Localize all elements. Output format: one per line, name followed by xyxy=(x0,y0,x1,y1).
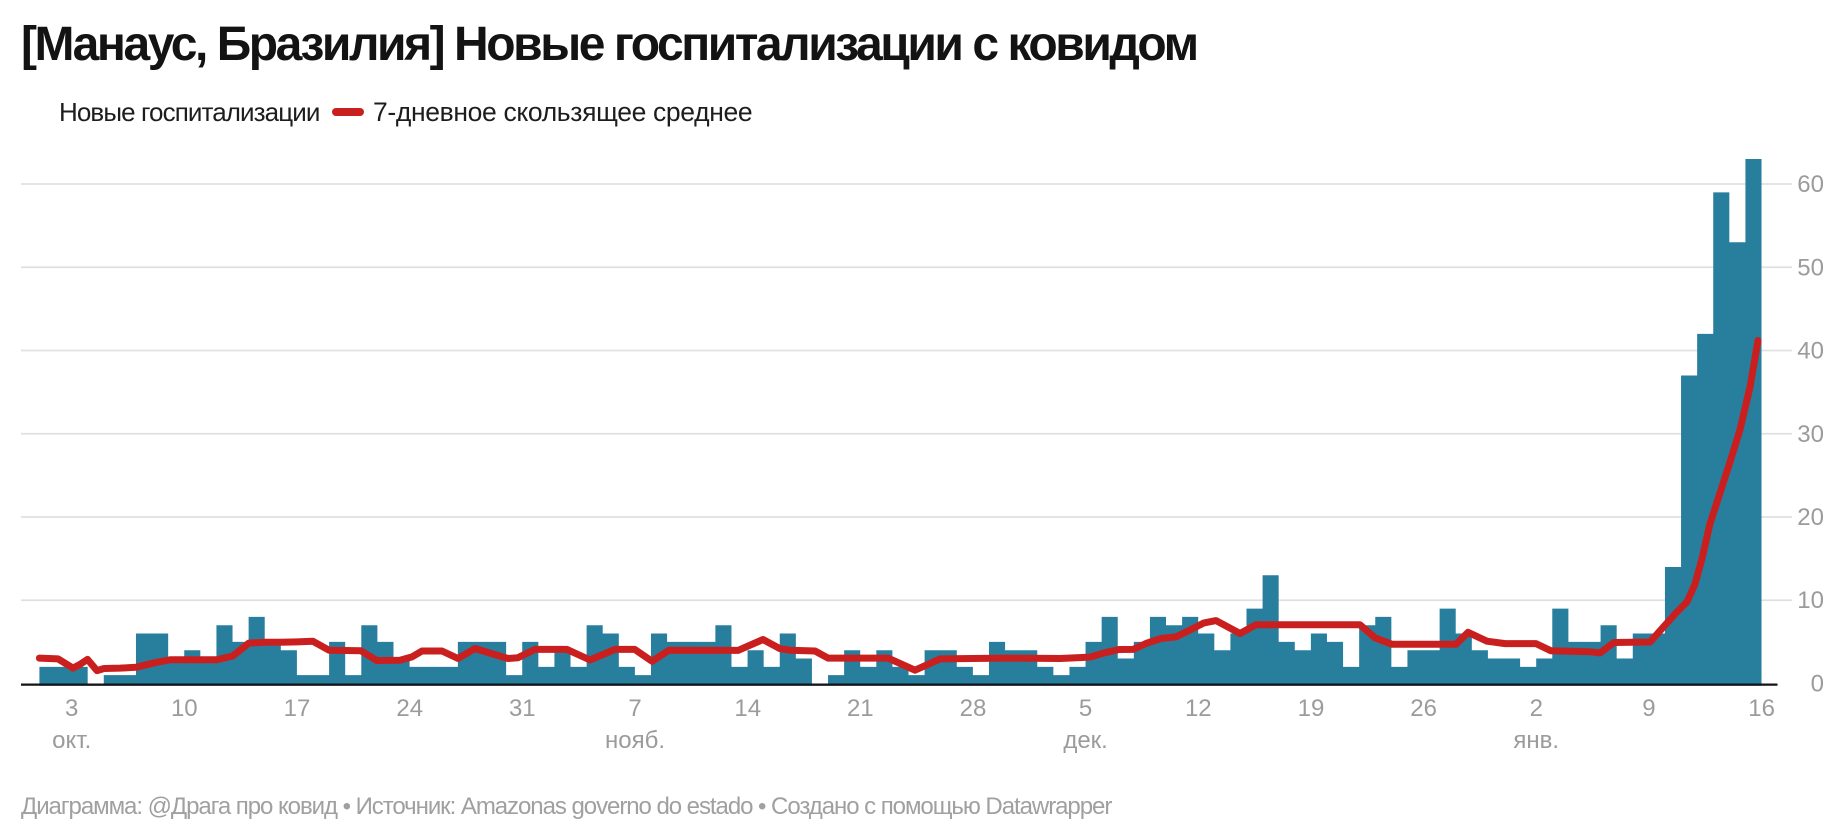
svg-text:60: 60 xyxy=(1797,171,1824,198)
svg-text:5: 5 xyxy=(1079,695,1092,722)
svg-text:окт.: окт. xyxy=(52,727,91,754)
svg-text:Диаграмма: @Драга про ковид •: Диаграмма: @Драга про ковид • Источник: … xyxy=(21,793,1112,820)
svg-text:Новые госпитализации: Новые госпитализации xyxy=(59,97,320,127)
svg-text:40: 40 xyxy=(1797,338,1824,365)
svg-text:16: 16 xyxy=(1748,695,1775,722)
svg-text:янв.: янв. xyxy=(1513,727,1559,754)
svg-text:дек.: дек. xyxy=(1063,727,1108,754)
svg-text:14: 14 xyxy=(734,695,761,722)
svg-text:30: 30 xyxy=(1797,421,1824,448)
svg-text:3: 3 xyxy=(65,695,78,722)
svg-text:10: 10 xyxy=(171,695,198,722)
svg-text:7: 7 xyxy=(628,695,641,722)
svg-text:2: 2 xyxy=(1530,695,1543,722)
svg-text:17: 17 xyxy=(284,695,311,722)
svg-text:20: 20 xyxy=(1797,504,1824,531)
svg-text:10: 10 xyxy=(1797,587,1824,614)
svg-text:24: 24 xyxy=(396,695,423,722)
svg-text:50: 50 xyxy=(1797,254,1824,281)
svg-text:9: 9 xyxy=(1642,695,1655,722)
svg-text:0: 0 xyxy=(1811,671,1824,698)
svg-text:12: 12 xyxy=(1185,695,1212,722)
svg-text:19: 19 xyxy=(1298,695,1325,722)
svg-text:нояб.: нояб. xyxy=(605,727,665,754)
svg-text:28: 28 xyxy=(960,695,987,722)
svg-text:[Манаус, Бразилия] Новые госпи: [Манаус, Бразилия] Новые госпитализации … xyxy=(21,18,1197,71)
svg-text:26: 26 xyxy=(1410,695,1437,722)
svg-text:21: 21 xyxy=(847,695,874,722)
svg-text:31: 31 xyxy=(509,695,536,722)
svg-text:7-дневное скользящее среднее: 7-дневное скользящее среднее xyxy=(373,97,752,127)
